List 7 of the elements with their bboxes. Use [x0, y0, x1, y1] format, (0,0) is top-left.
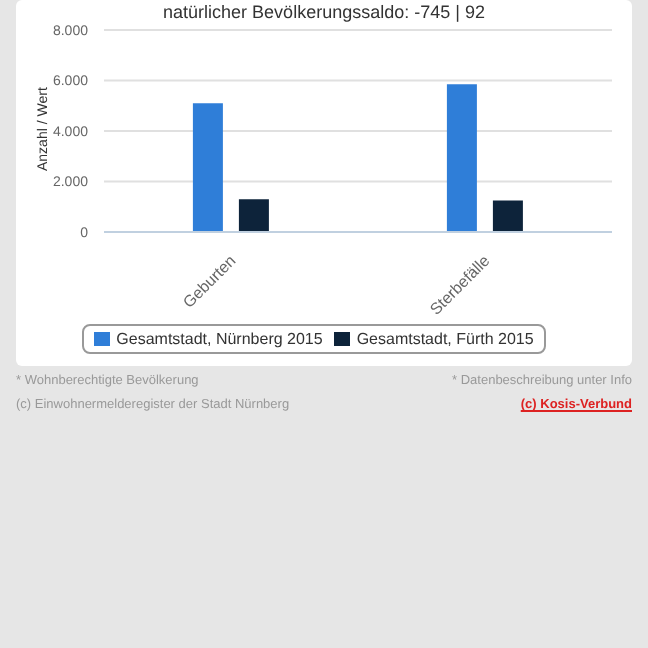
legend-label: Gesamtstadt, Nürnberg 2015: [114, 330, 323, 348]
chart-title: natürlicher Bevölkerungssaldo: -745 | 92: [161, 2, 487, 22]
bar: [192, 103, 223, 232]
bar: [446, 84, 477, 232]
bar: [238, 199, 269, 232]
legend-label: Gesamtstadt, Fürth 2015: [354, 330, 534, 348]
bar: [492, 200, 523, 232]
